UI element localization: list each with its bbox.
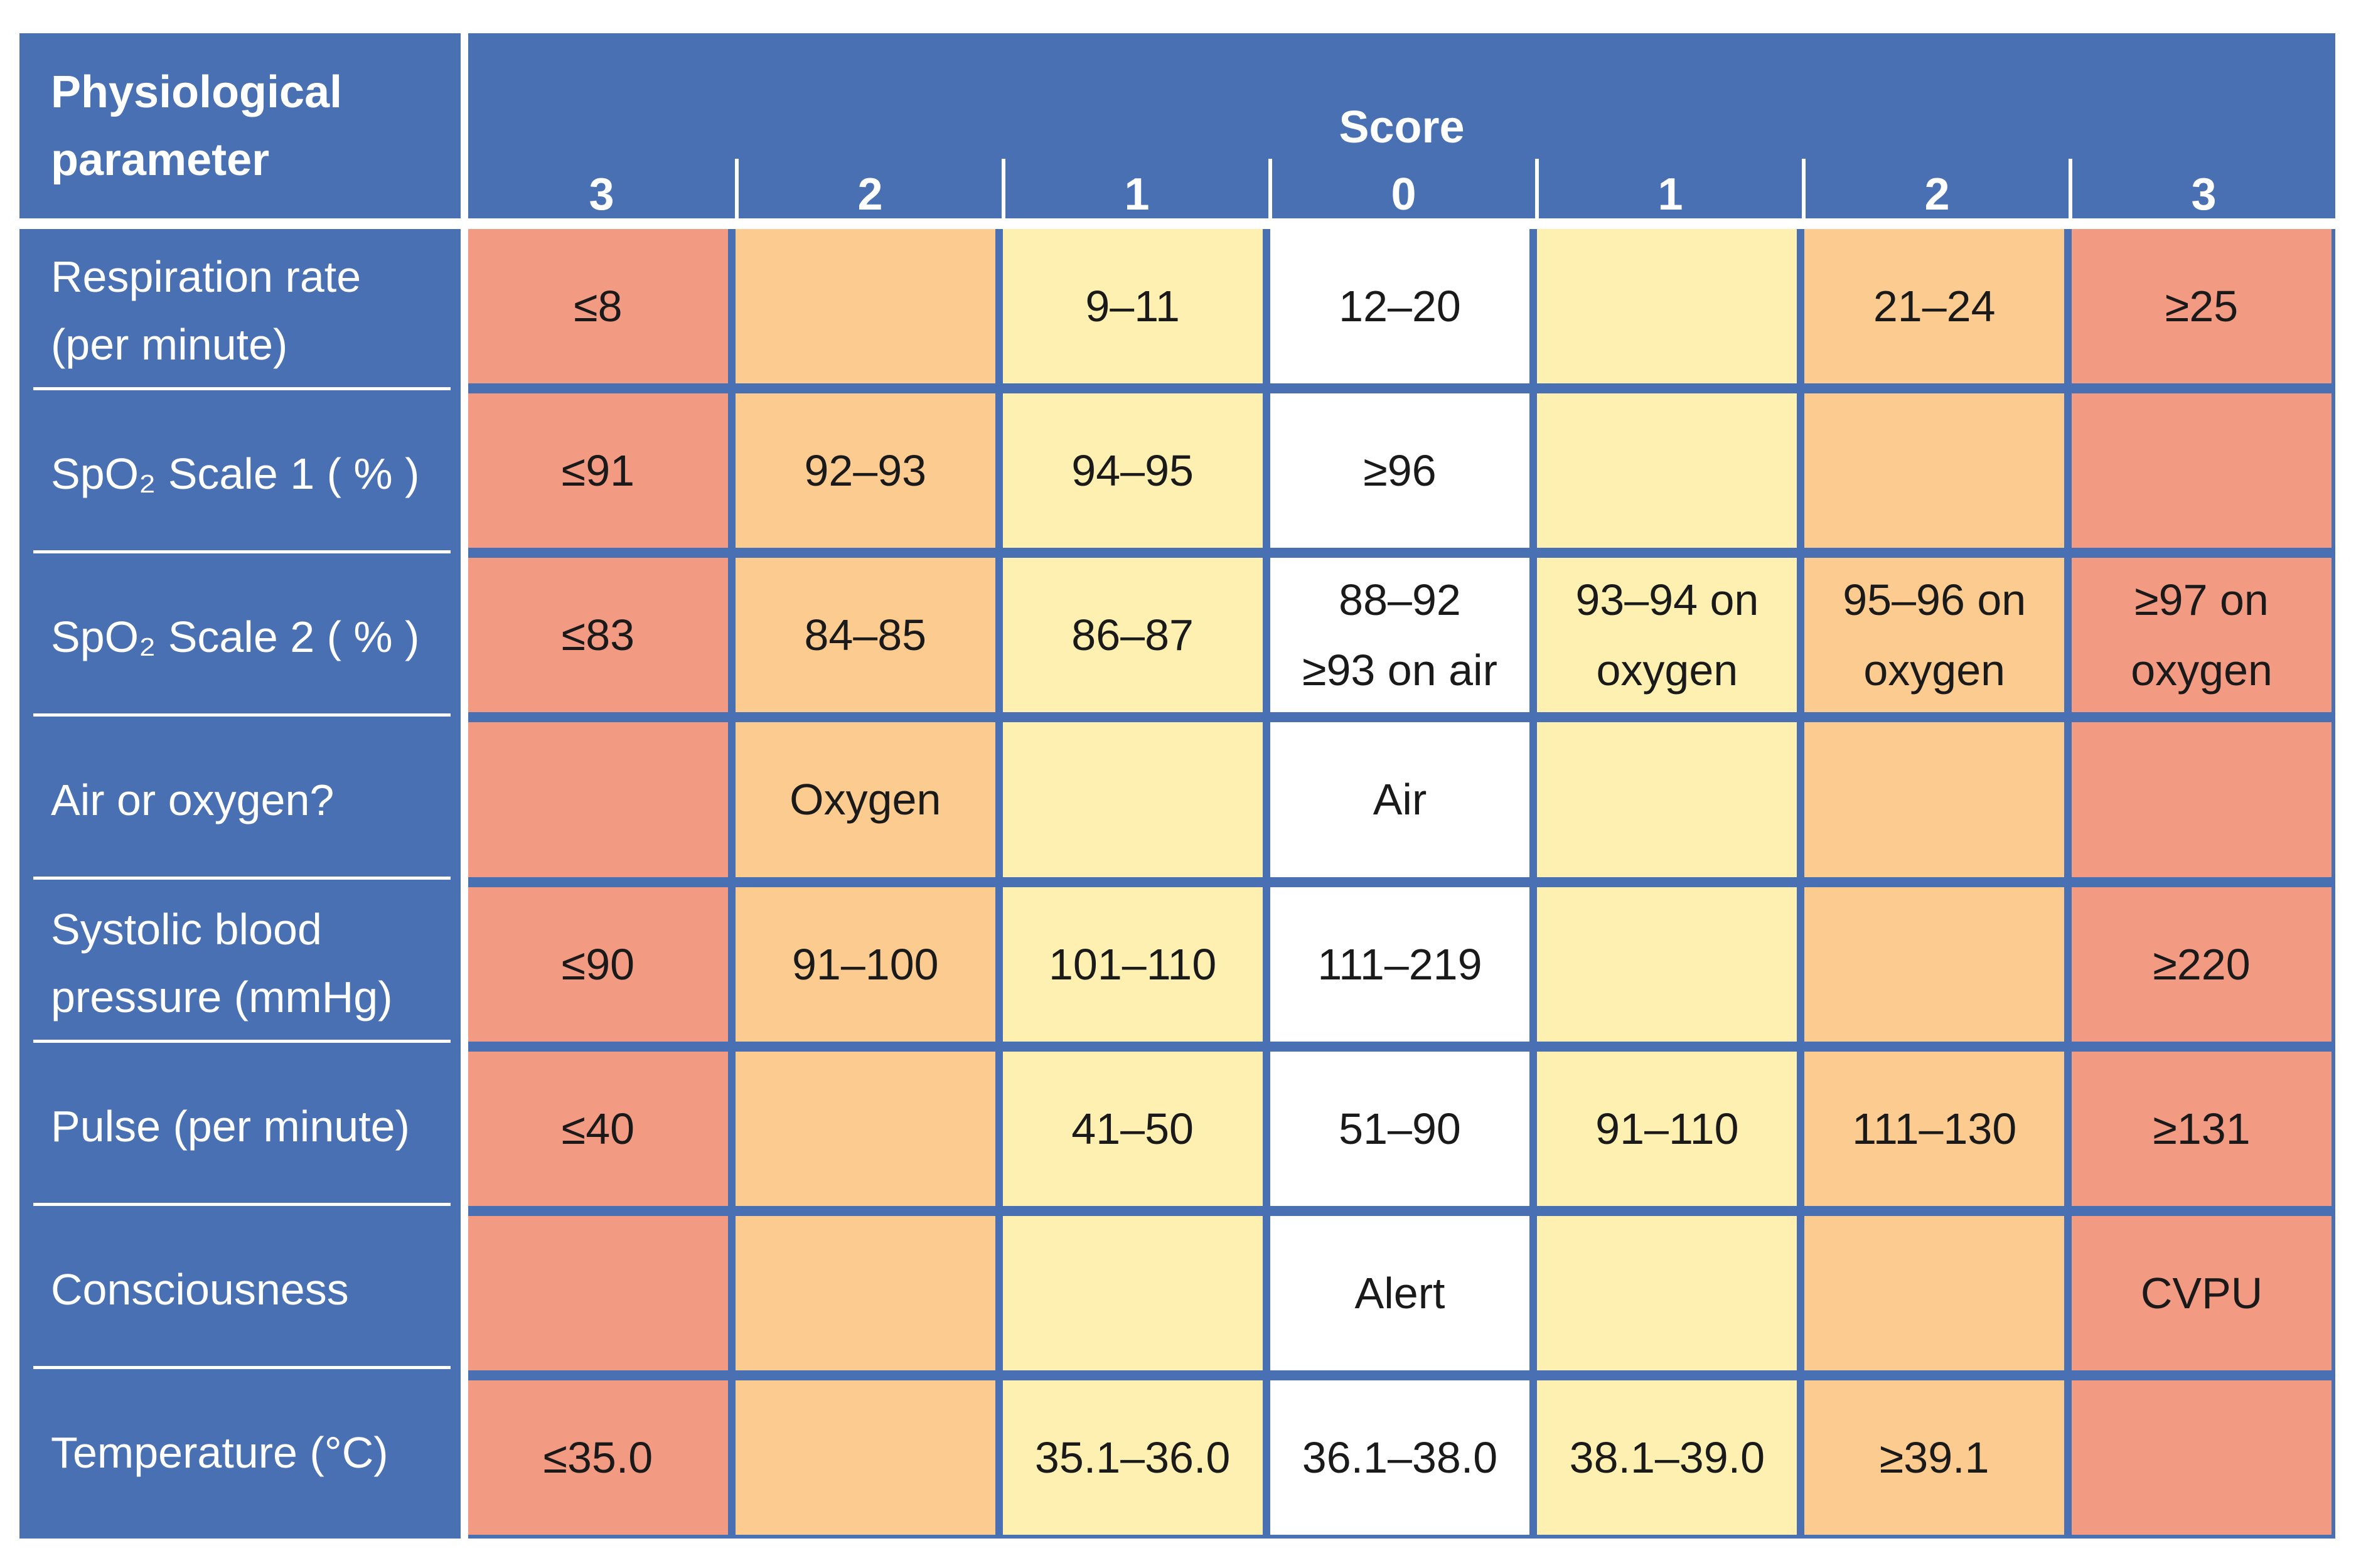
score-cell — [1804, 393, 2065, 548]
score-cell: Alert — [1270, 1215, 1530, 1370]
score-cell: 101–110 — [1002, 887, 1263, 1042]
parameter-name: Systolic blood pressure (mmHg) — [51, 905, 393, 1021]
score-cell — [1002, 1215, 1263, 1370]
row-separator — [33, 713, 451, 717]
score-header-label: Score — [1339, 102, 1465, 152]
score-value: 2 — [1802, 159, 2069, 231]
score-cell — [2072, 722, 2332, 877]
score-cell: 12–20 — [1270, 229, 1530, 384]
row-separator — [33, 877, 451, 880]
score-cell: 35.1–36.0 — [1002, 1380, 1263, 1535]
parameter-column: Respiration rate (per minute) SpO₂ Scale … — [19, 229, 461, 1539]
score-cell: ≤35.0 — [468, 1380, 728, 1535]
score-cell — [735, 1051, 995, 1206]
score-value: 3 — [589, 169, 614, 220]
score-cell: Air — [1270, 722, 1530, 877]
score-grid: ≤8 9–11 12–20 21–24 ≥25 ≤91 92–93 94–95 ≥96 ≤83 84… — [468, 229, 2335, 1539]
score-cell — [735, 229, 995, 384]
score-cell — [735, 1380, 995, 1535]
score-cell — [1804, 887, 2065, 1042]
score-cell — [1804, 1215, 2065, 1370]
score-cell: 111–130 — [1804, 1051, 2065, 1206]
score-cell: 86–87 — [1002, 558, 1263, 713]
score-cell: 41–50 — [1002, 1051, 1263, 1206]
score-cell: ≥39.1 — [1804, 1380, 2065, 1535]
score-cell: 36.1–38.0 — [1270, 1380, 1530, 1535]
score-cell — [1804, 722, 2065, 877]
row-separator — [33, 387, 451, 390]
row-separator — [33, 1040, 451, 1043]
score-cell: ≥220 — [2072, 887, 2332, 1042]
row-separator — [33, 1203, 451, 1206]
score-cell: 93–94 on oxygen — [1537, 558, 1797, 713]
score-cell: 95–96 on oxygen — [1804, 558, 2065, 713]
score-cell — [1537, 229, 1797, 384]
score-value: 2 — [735, 159, 1002, 231]
score-value: 0 — [1268, 159, 1535, 231]
score-cell — [1537, 887, 1797, 1042]
score-cell — [2072, 1380, 2332, 1535]
score-cell: ≥97 on oxygen — [2072, 558, 2332, 713]
parameter-name: SpO₂ Scale 1 ( % ) — [51, 449, 420, 498]
score-cell — [2072, 393, 2332, 548]
score-cell — [735, 1215, 995, 1370]
score-cell — [1002, 722, 1263, 877]
score-cell: CVPU — [2072, 1215, 2332, 1370]
score-cell: 38.1–39.0 — [1537, 1380, 1797, 1535]
score-cell: ≤83 — [468, 558, 728, 713]
score-cell: ≤91 — [468, 393, 728, 548]
score-value: 1 — [1535, 159, 1802, 231]
score-cell — [1537, 722, 1797, 877]
parameter-name: Consciousness — [51, 1265, 349, 1314]
score-cell: 92–93 — [735, 393, 995, 548]
score-value: 3 — [2069, 159, 2335, 231]
parameter-name: Pulse (per minute) — [51, 1102, 410, 1151]
score-cell — [1537, 393, 1797, 548]
row-separator — [33, 550, 451, 553]
parameter-header: Physiological parameter — [19, 33, 461, 218]
score-cell: 21–24 — [1804, 229, 2065, 384]
score-cell: 91–110 — [1537, 1051, 1797, 1206]
score-cell: ≥25 — [2072, 229, 2332, 384]
score-cell — [468, 1215, 728, 1370]
score-cell: 9–11 — [1002, 229, 1263, 384]
score-cell: ≥131 — [2072, 1051, 2332, 1206]
score-cell: 88–92 ≥93 on air — [1270, 558, 1530, 713]
score-value: 1 — [1002, 159, 1268, 231]
score-cell: 51–90 — [1270, 1051, 1530, 1206]
score-cell: ≤40 — [468, 1051, 728, 1206]
score-cell — [468, 722, 728, 877]
score-cell: Oxygen — [735, 722, 995, 877]
score-cell: 94–95 — [1002, 393, 1263, 548]
parameter-name: Respiration rate (per minute) — [51, 252, 361, 369]
row-separator — [33, 1366, 451, 1369]
score-cell: ≤90 — [468, 887, 728, 1042]
parameter-header-label: Physiological parameter — [51, 67, 343, 185]
parameter-name: Air or oxygen? — [51, 776, 335, 824]
score-cell — [1537, 1215, 1797, 1370]
score-cell: 111–219 — [1270, 887, 1530, 1042]
score-cell: 91–100 — [735, 887, 995, 1042]
parameter-name: SpO₂ Scale 2 ( % ) — [51, 612, 420, 661]
score-cell: ≤8 — [468, 229, 728, 384]
parameter-name: Temperature (°C) — [51, 1428, 388, 1477]
score-cell: 84–85 — [735, 558, 995, 713]
score-cell: ≥96 — [1270, 393, 1530, 548]
